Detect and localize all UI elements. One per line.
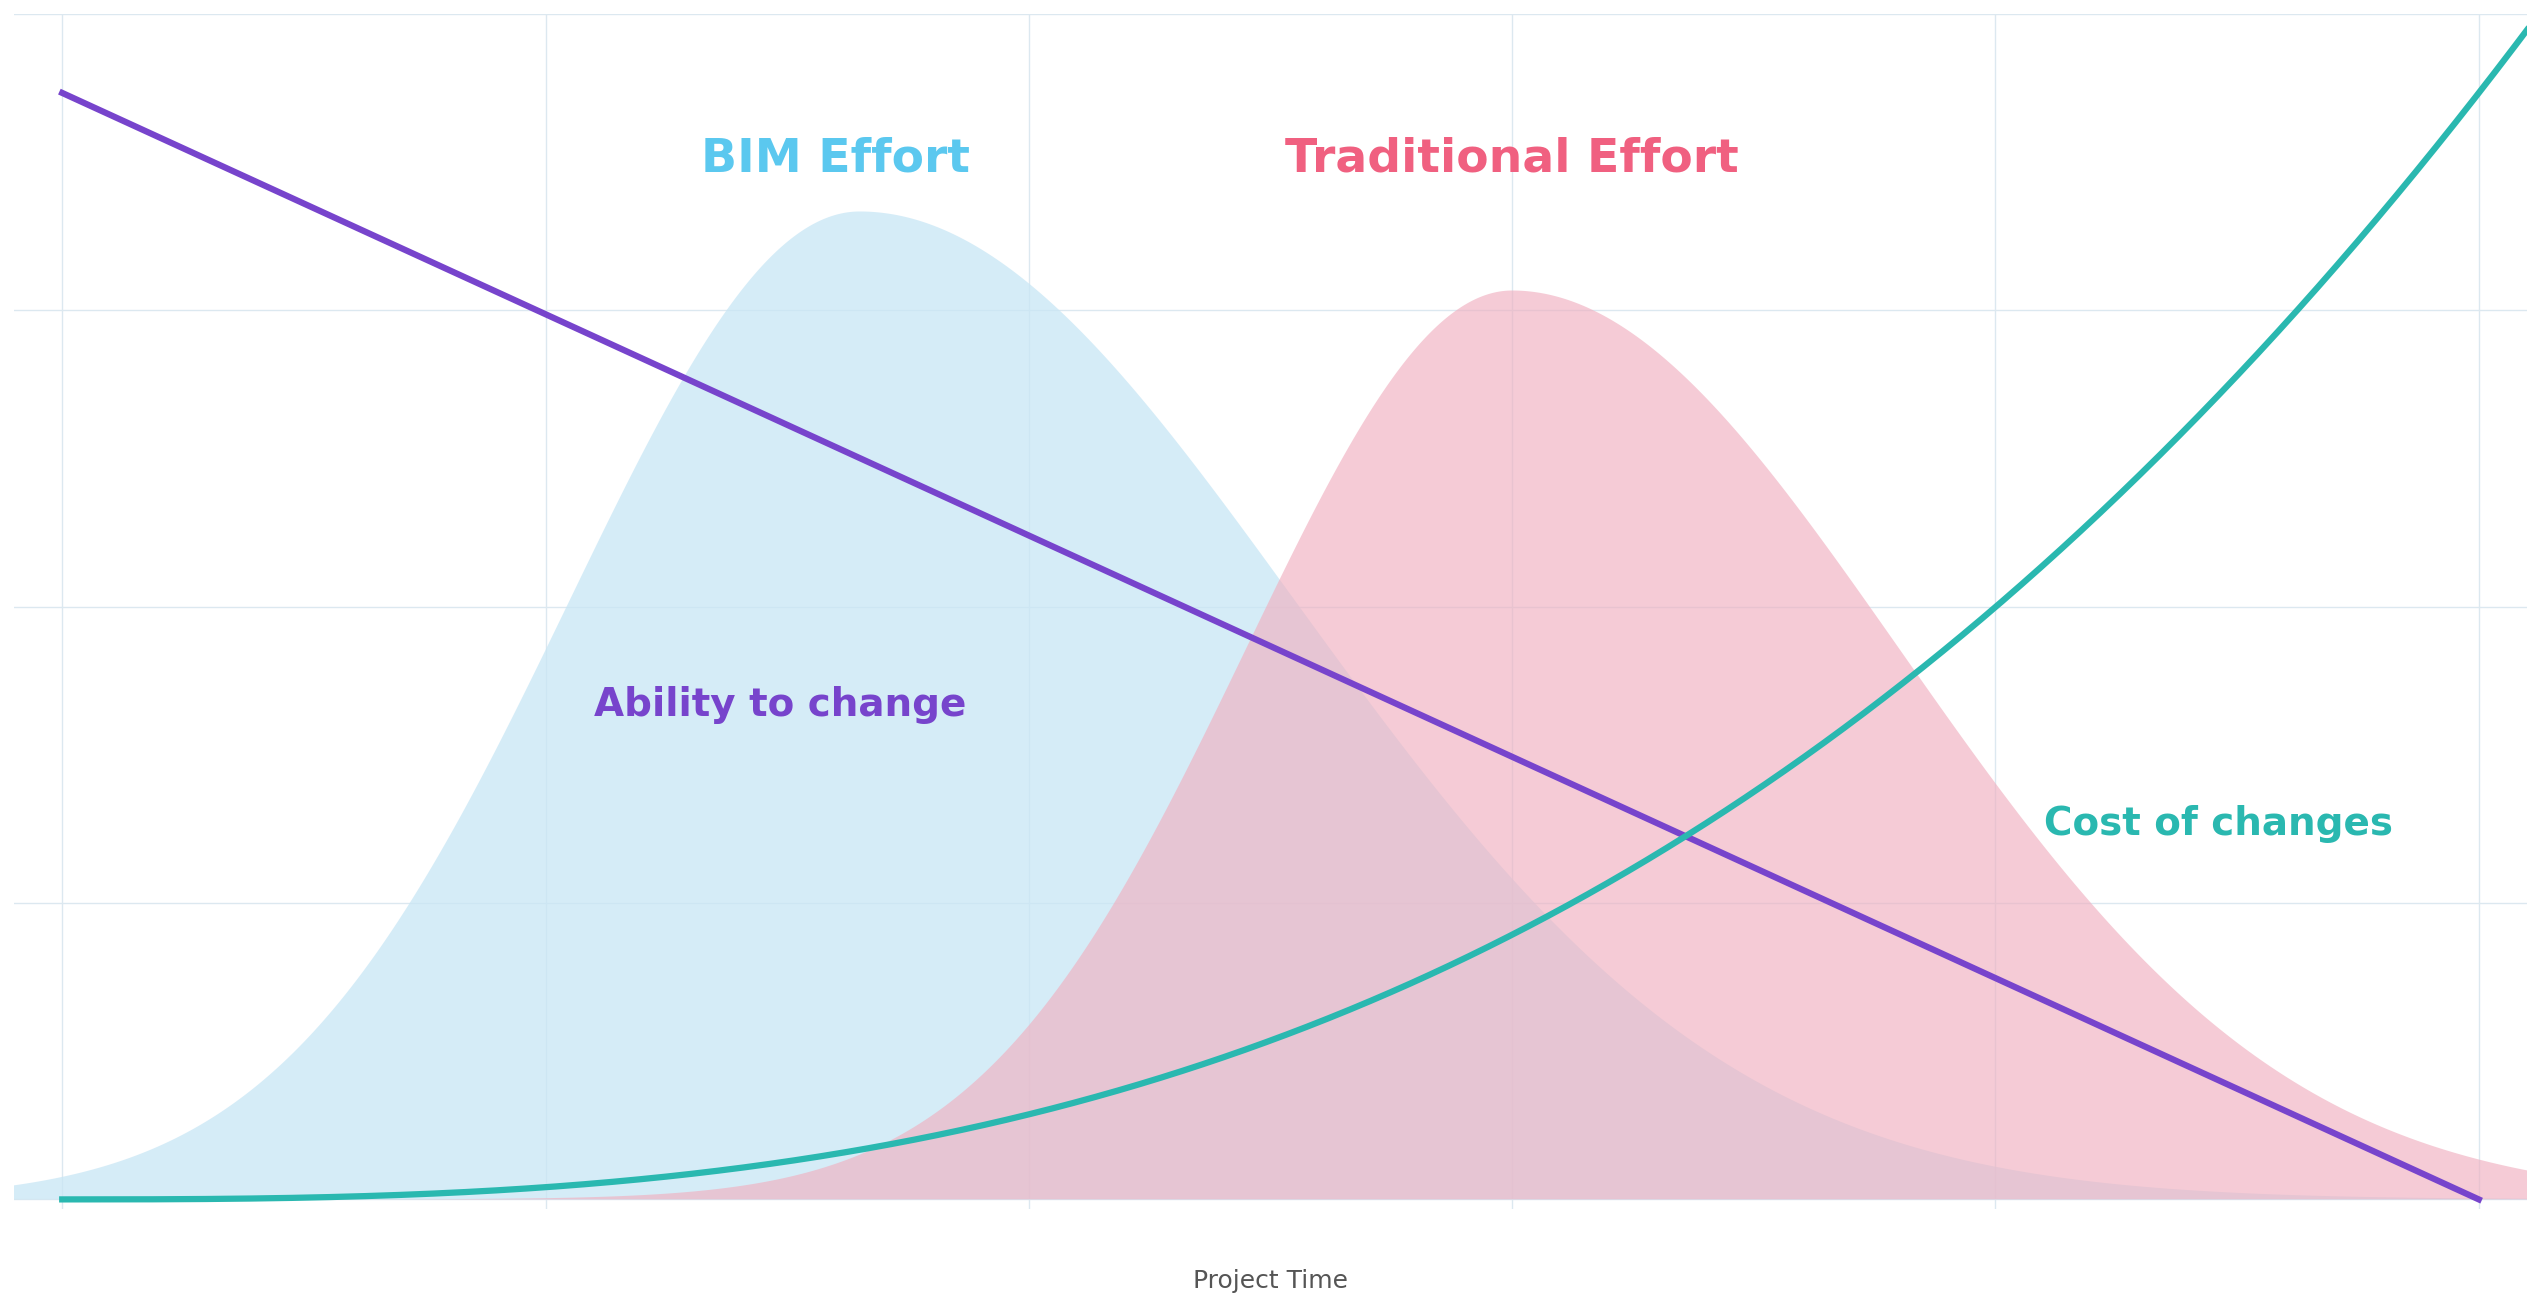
- Text: Project Time: Project Time: [1194, 1269, 1347, 1292]
- Text: Ability to change: Ability to change: [595, 686, 966, 724]
- Text: Cost of changes: Cost of changes: [2043, 805, 2394, 843]
- Text: BIM Effort: BIM Effort: [701, 137, 971, 181]
- Text: Traditional Effort: Traditional Effort: [1286, 137, 1738, 181]
